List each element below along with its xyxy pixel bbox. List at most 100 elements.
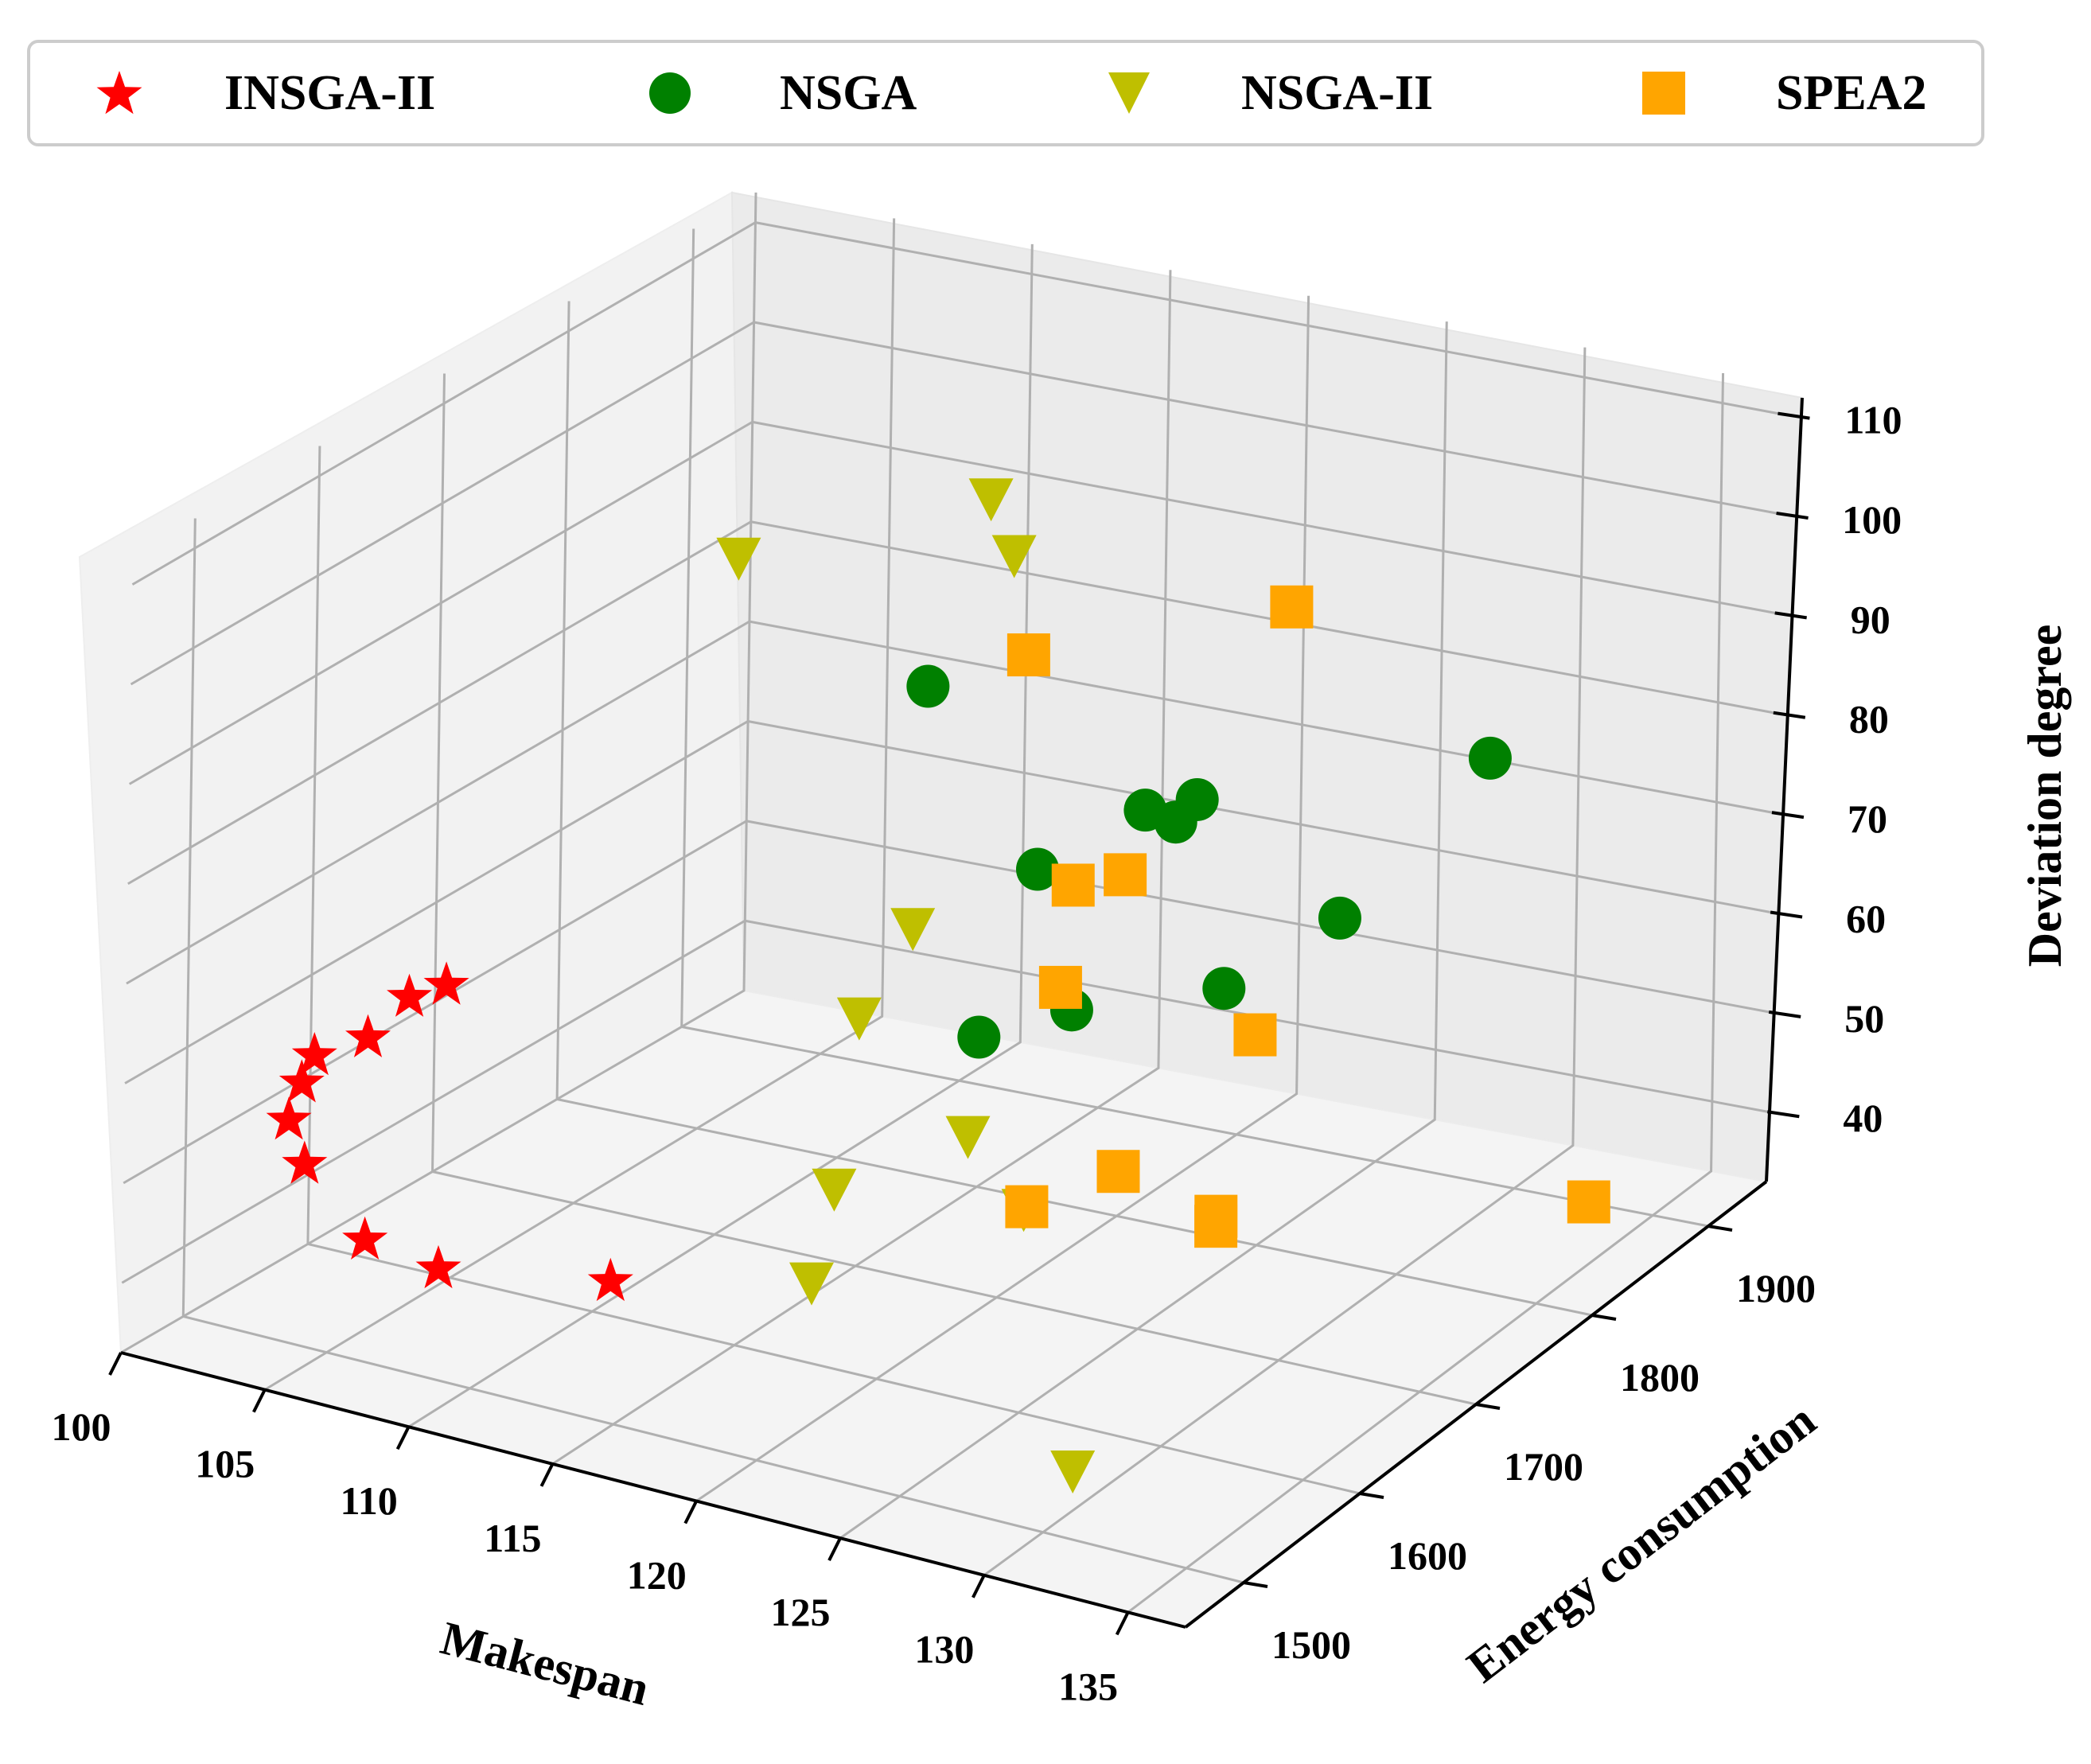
nsga-point <box>1468 736 1512 780</box>
axes-panes <box>78 191 1804 1629</box>
z-tick <box>1770 910 1803 919</box>
gridlines <box>120 192 1778 1614</box>
triangle-down-icon <box>1108 72 1150 114</box>
nsga-ii-point <box>968 478 1014 522</box>
spea2-point <box>1096 1150 1140 1194</box>
x-tick-label: 125 <box>771 1590 831 1634</box>
x-tick <box>827 1537 842 1562</box>
z-tick-label: 110 <box>1844 398 1902 442</box>
insga-ii-point <box>278 1059 325 1103</box>
nsga-ii-point <box>1050 1450 1096 1493</box>
x-gridline <box>120 192 757 1354</box>
legend-label-nsga: NSGA <box>780 66 917 120</box>
insga-ii-point <box>282 1140 328 1184</box>
nsga-ii-point <box>945 1116 991 1159</box>
z-gridline <box>126 620 1773 985</box>
nsga-ii-point <box>890 908 936 952</box>
legend-item-nsga: NSGA <box>649 66 917 120</box>
insga-ii-point <box>291 1032 337 1076</box>
x-tick <box>972 1574 986 1599</box>
x-tick <box>683 1500 699 1525</box>
spea2-point <box>1007 633 1050 677</box>
y-tick-label: 1900 <box>1736 1266 1816 1310</box>
z-tick-label: 70 <box>1848 796 1887 841</box>
insga-ii-point <box>266 1096 312 1140</box>
y-tick <box>1243 1581 1268 1588</box>
z-tick <box>1768 1010 1801 1018</box>
x-tick-label: 105 <box>195 1442 255 1486</box>
z-tick-label: 60 <box>1846 896 1886 940</box>
x-tick-label: 130 <box>914 1627 974 1672</box>
x-gridline <box>551 270 1172 1466</box>
spea2-point <box>1051 863 1095 907</box>
z-tick <box>1774 611 1807 620</box>
z-tick <box>1778 411 1810 420</box>
insga-ii-point <box>423 961 469 1005</box>
axis-ticks: 100 105 110 115 120 125 130 135 1500 1600 1700 1800… <box>52 398 1902 1709</box>
spea2-point <box>1005 1185 1049 1229</box>
y-tick-label: 1600 <box>1388 1533 1467 1578</box>
spea2-point <box>1567 1180 1610 1224</box>
nsga-ii-point <box>716 537 761 581</box>
x-gridline <box>839 321 1448 1540</box>
insga-ii-point <box>345 1014 391 1057</box>
data-points <box>266 478 1610 1493</box>
y-tick <box>1475 1403 1501 1410</box>
y-axis-title: Energy consumption <box>1458 1393 1825 1692</box>
x-tick-label: 110 <box>340 1478 397 1523</box>
x-tick <box>1115 1611 1130 1636</box>
legend: INSGA-II NSGA NSGA-II SPEA2 <box>27 40 1984 146</box>
y-gridline <box>680 228 1709 1228</box>
x-gridline <box>695 295 1310 1502</box>
z-tick-label: 90 <box>1851 597 1890 641</box>
y-tick <box>1359 1492 1384 1499</box>
nsga-ii-point <box>789 1262 835 1306</box>
z-tick-label: 100 <box>1842 497 1902 542</box>
x-gridline <box>1127 373 1725 1614</box>
nsga-point <box>1318 896 1361 940</box>
x-gridline <box>983 347 1587 1576</box>
z-tick <box>1773 711 1806 719</box>
z-gridline <box>130 321 1777 686</box>
spea2-point <box>1194 1205 1238 1248</box>
y-gridline <box>555 301 1593 1317</box>
spea2-point <box>1104 853 1147 897</box>
z-gridline <box>121 919 1768 1284</box>
x-tick <box>108 1352 123 1376</box>
nsga-point <box>957 1015 1001 1059</box>
x-tick-label: 120 <box>627 1552 687 1597</box>
insga-ii-point <box>342 1216 388 1260</box>
nsga-point <box>1154 800 1197 844</box>
y-tick-label: 1700 <box>1504 1444 1583 1489</box>
nsga-point <box>1202 967 1246 1011</box>
legend-box <box>27 40 1984 146</box>
square-icon <box>1642 72 1685 115</box>
nsga-ii-point <box>991 535 1037 578</box>
x-gridline <box>264 218 896 1391</box>
legend-item-spea2: SPEA2 <box>1642 66 1926 120</box>
legend-label-spea2: SPEA2 <box>1776 66 1926 120</box>
x-tick <box>539 1462 555 1487</box>
circle-icon <box>649 72 691 114</box>
x-axis-title: Makespan <box>436 1611 655 1715</box>
nsga-point <box>906 664 950 708</box>
x-tick-label: 135 <box>1058 1664 1118 1708</box>
legend-label-nsga-ii: NSGA-II <box>1241 66 1433 120</box>
x-axis-line <box>120 1351 1186 1629</box>
z-tick <box>1767 1110 1800 1119</box>
y-tick-label: 1800 <box>1620 1355 1700 1400</box>
nsga-ii-point <box>836 997 882 1041</box>
star-icon <box>96 71 142 115</box>
y-gridline <box>181 518 1244 1584</box>
spea2-point <box>1233 1013 1277 1057</box>
z-tick <box>1776 512 1809 520</box>
x-tick <box>252 1388 267 1413</box>
x-tick <box>395 1426 411 1451</box>
z-axis-line <box>1765 397 1804 1182</box>
z-tick-label: 50 <box>1844 996 1884 1041</box>
legend-item-insga-ii: INSGA-II <box>96 66 435 120</box>
z-gridline <box>127 520 1774 886</box>
z-tick-label: 80 <box>1849 697 1889 742</box>
z-gridline <box>123 820 1770 1185</box>
z-gridline <box>128 420 1775 785</box>
